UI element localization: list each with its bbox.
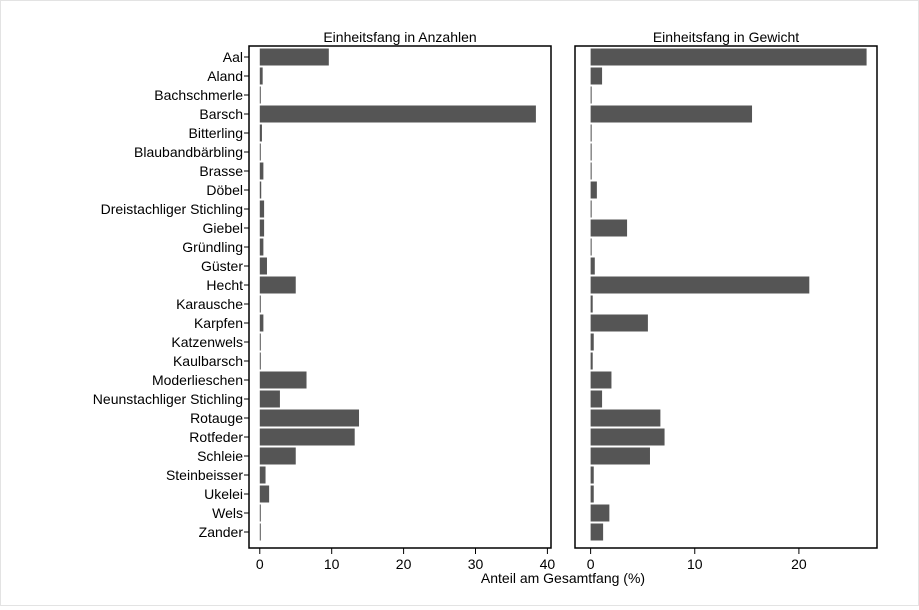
bar-panel-1-aland xyxy=(259,67,263,85)
y-tick-label-7: Brasse xyxy=(199,163,243,179)
bar-panel-1-giebel xyxy=(259,219,265,237)
y-tick-label-12: Güster xyxy=(201,258,243,274)
bar-panel-2-steinbeisser xyxy=(590,466,594,484)
x-tick-label-panel-1-30: 30 xyxy=(468,556,484,572)
bar-panel-2-döbel xyxy=(590,181,597,199)
bar-panel-2-ukelei xyxy=(590,485,594,503)
bar-panel-2-karausche xyxy=(590,295,593,313)
y-tick-label-2: Aland xyxy=(207,68,243,84)
y-tick-label-16: Katzenwels xyxy=(171,334,243,350)
bar-panel-2-gründling xyxy=(590,238,592,256)
x-tick-label-panel-1-10: 10 xyxy=(324,556,340,572)
bar-panel-1-brasse xyxy=(259,162,264,180)
bar-panel-2-hecht xyxy=(590,276,810,294)
y-tick-label-8: Döbel xyxy=(206,182,243,198)
bar-panel-1-rotauge xyxy=(259,409,360,427)
bar-panel-2-dreistachliger-stichling xyxy=(590,200,592,218)
x-tick-label-panel-1-40: 40 xyxy=(540,556,556,572)
panel-2-title: Einheitsfang in Gewicht xyxy=(653,29,799,45)
y-tick-label-22: Schleie xyxy=(197,448,243,464)
bar-panel-1-schleie xyxy=(259,447,296,465)
bar-panel-1-barsch xyxy=(259,105,536,123)
panel-1-title: Einheitsfang in Anzahlen xyxy=(323,29,476,45)
bar-panel-2-neunstachliger-stichling xyxy=(590,390,603,408)
bar-panel-1-blaubandbärbling xyxy=(259,143,261,161)
bar-panel-1-karausche xyxy=(259,295,261,313)
bar-panel-2-rotfeder xyxy=(590,428,665,446)
y-tick-label-1: Aal xyxy=(223,49,243,65)
y-tick-label-13: Hecht xyxy=(206,277,243,293)
bar-panel-1-bachschmerle xyxy=(259,86,261,104)
y-tick-label-17: Kaulbarsch xyxy=(173,353,243,369)
bar-panel-2-barsch xyxy=(590,105,753,123)
y-tick-label-4: Barsch xyxy=(199,106,243,122)
y-tick-label-3: Bachschmerle xyxy=(154,87,243,103)
bar-panel-1-güster xyxy=(259,257,267,275)
bar-panel-2-moderlieschen xyxy=(590,371,612,389)
bar-panel-1-zander xyxy=(259,523,261,541)
bar-panel-2-zander xyxy=(590,523,604,541)
bar-panel-1-hecht xyxy=(259,276,296,294)
bar-panel-2-bachschmerle xyxy=(590,86,592,104)
y-tick-label-11: Gründling xyxy=(182,239,243,255)
bar-panel-1-rotfeder xyxy=(259,428,355,446)
y-tick-label-21: Rotfeder xyxy=(189,429,243,445)
bar-panel-1-bitterling xyxy=(259,124,262,142)
y-tick-label-6: Blaubandbärbling xyxy=(134,144,243,160)
x-tick-label-panel-2-0: 0 xyxy=(587,556,595,572)
y-tick-label-5: Bitterling xyxy=(189,125,243,141)
bar-panel-1-gründling xyxy=(259,238,264,256)
x-tick-label-panel-2-10: 10 xyxy=(687,556,703,572)
bar-panel-1-katzenwels xyxy=(259,333,261,351)
bar-panel-2-rotauge xyxy=(590,409,661,427)
x-axis-label: Anteil am Gesamtfang (%) xyxy=(481,570,645,586)
bar-panel-2-karpfen xyxy=(590,314,648,332)
bar-panel-2-güster xyxy=(590,257,595,275)
y-tick-label-9: Dreistachliger Stichling xyxy=(101,201,243,217)
bar-panel-1-karpfen xyxy=(259,314,264,332)
x-tick-label-panel-1-0: 0 xyxy=(256,556,264,572)
bar-panel-1-aal xyxy=(259,48,329,66)
y-tick-label-15: Karpfen xyxy=(194,315,243,331)
bar-panel-2-schleie xyxy=(590,447,650,465)
bar-panel-2-blaubandbärbling xyxy=(590,143,592,161)
bar-panel-1-dreistachliger-stichling xyxy=(259,200,265,218)
bar-panel-2-wels xyxy=(590,504,610,522)
bar-panel-2-katzenwels xyxy=(590,333,594,351)
bar-panel-1-neunstachliger-stichling xyxy=(259,390,280,408)
y-tick-label-10: Giebel xyxy=(203,220,243,236)
y-tick-label-24: Ukelei xyxy=(204,486,243,502)
bar-panel-1-kaulbarsch xyxy=(259,352,261,370)
bar-panel-1-döbel xyxy=(259,181,262,199)
panel-1-frame xyxy=(248,45,552,549)
y-tick-label-18: Moderlieschen xyxy=(152,372,243,388)
y-tick-label-23: Steinbeisser xyxy=(166,467,243,483)
bar-panel-2-brasse xyxy=(590,162,592,180)
bar-panel-2-bitterling xyxy=(590,124,592,142)
y-tick-label-25: Wels xyxy=(212,505,243,521)
bar-panel-1-ukelei xyxy=(259,485,270,503)
y-tick-label-14: Karausche xyxy=(176,296,243,312)
bar-panel-2-aland xyxy=(590,67,603,85)
y-tick-label-26: Zander xyxy=(199,524,244,540)
y-tick-label-20: Rotauge xyxy=(190,410,243,426)
bar-panel-2-giebel xyxy=(590,219,628,237)
y-tick-label-19: Neunstachliger Stichling xyxy=(93,391,243,407)
bar-panel-1-moderlieschen xyxy=(259,371,307,389)
bar-panel-2-kaulbarsch xyxy=(590,352,593,370)
x-tick-label-panel-2-20: 20 xyxy=(791,556,807,572)
bar-panel-1-steinbeisser xyxy=(259,466,266,484)
bar-panel-1-wels xyxy=(259,504,261,522)
bar-panel-2-aal xyxy=(590,48,867,66)
x-tick-label-panel-1-20: 20 xyxy=(396,556,412,572)
